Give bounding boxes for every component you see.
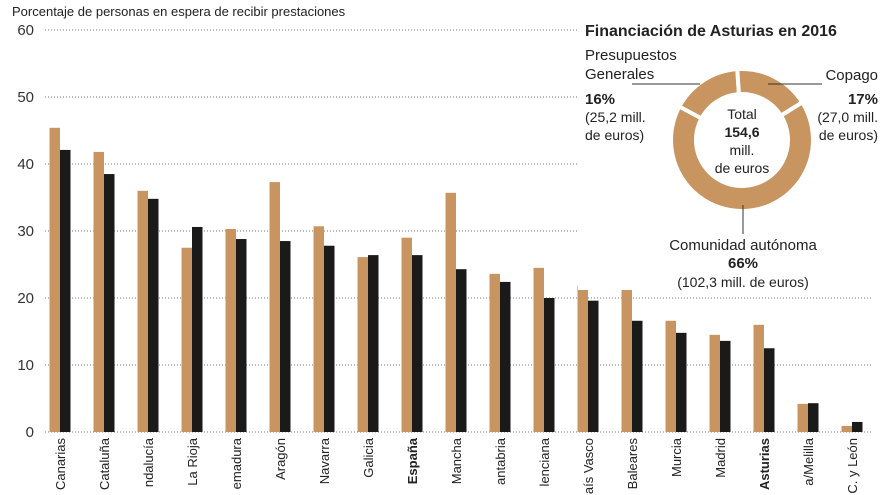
slice-value-label: 17% <box>848 91 878 108</box>
bar <box>621 287 632 432</box>
x-tick-label: emadura <box>229 437 244 489</box>
bar <box>269 182 280 432</box>
x-tick-label: Murcia <box>669 437 684 477</box>
bar <box>93 151 104 432</box>
y-tick-label: 40 <box>17 156 34 173</box>
bar <box>49 127 60 432</box>
slice-label: Copago <box>825 67 878 84</box>
slice-detail: (25,2 mill. <box>585 109 646 125</box>
donut-center-text: mill. <box>730 142 755 158</box>
bar <box>764 348 775 432</box>
bar <box>720 340 731 432</box>
bar <box>456 269 467 432</box>
bar <box>665 320 676 432</box>
y-tick-label: 30 <box>17 223 34 240</box>
slice-value-label: 66% <box>728 255 758 272</box>
bar <box>808 403 819 432</box>
bar <box>489 273 500 432</box>
slice-label: Comunidad autónoma <box>669 237 817 254</box>
bar <box>368 255 379 432</box>
bar <box>709 334 720 432</box>
slice-detail: de euros) <box>819 127 878 143</box>
x-tick-label: Mancha <box>449 437 464 484</box>
bar <box>797 403 808 432</box>
bar <box>280 241 291 432</box>
bar <box>236 239 247 432</box>
bar <box>324 245 335 432</box>
slice-label: Presupuestos <box>585 47 677 64</box>
x-tick-label: lenciana <box>537 437 552 486</box>
bar <box>753 324 764 432</box>
bar <box>500 281 511 432</box>
donut-slice <box>669 99 815 213</box>
x-tick-label: Cataluña <box>97 437 112 490</box>
slice-detail: (102,3 mill. de euros) <box>677 274 809 290</box>
bar <box>676 332 687 432</box>
bar <box>544 298 555 432</box>
bar <box>533 267 544 432</box>
bar <box>357 257 368 432</box>
bar <box>148 198 159 432</box>
bar <box>137 190 148 432</box>
slice-value-label: 16% <box>585 91 615 108</box>
axis-label: Porcentaje de personas en espera de reci… <box>12 4 346 19</box>
x-tick-label: C. y León <box>845 438 860 494</box>
x-tick-label: antabria <box>493 437 508 485</box>
y-tick-label: 60 <box>17 22 34 39</box>
donut-center-text: 154,6 <box>724 124 759 140</box>
inset-title: Financiación de Asturias en 2016 <box>585 23 837 40</box>
x-tick-label: La Rioja <box>185 437 200 485</box>
bar <box>412 255 423 432</box>
slice-label: Generales <box>585 66 654 83</box>
y-tick-label: 20 <box>17 290 34 307</box>
bar <box>60 149 71 432</box>
x-tick-label: Galicia <box>361 437 376 478</box>
x-tick-label: Navarra <box>317 437 332 484</box>
bar <box>192 226 203 432</box>
x-tick-label: aís Vasco <box>581 438 596 494</box>
y-tick-label: 0 <box>26 424 34 441</box>
x-tick-label: Canarias <box>53 438 68 491</box>
bar <box>445 192 456 432</box>
donut-center-text: Total <box>727 106 757 122</box>
bar <box>313 226 324 432</box>
y-tick-label: 50 <box>17 89 34 106</box>
bar <box>841 425 852 432</box>
x-tick-label: Asturias <box>757 438 772 490</box>
bar <box>588 300 599 432</box>
x-tick-label: Baleares <box>625 438 640 490</box>
bar <box>181 247 192 432</box>
bar <box>104 174 115 433</box>
bar <box>632 320 643 432</box>
inset-background <box>578 12 880 290</box>
y-tick-label: 10 <box>17 357 34 374</box>
x-tick-label: Aragón <box>273 438 288 480</box>
x-tick-label: a/Melilla <box>801 437 816 485</box>
x-tick-label: Madrid <box>713 438 728 478</box>
donut-center-text: de euros <box>715 160 769 176</box>
x-tick-label: España <box>405 437 420 484</box>
x-tick-label: ndalucía <box>141 437 156 487</box>
bar <box>225 228 236 432</box>
bar <box>852 421 863 432</box>
bar <box>401 237 412 432</box>
bar <box>577 285 588 432</box>
slice-detail: de euros) <box>585 127 644 143</box>
slice-detail: (27,0 mill. <box>817 109 878 125</box>
